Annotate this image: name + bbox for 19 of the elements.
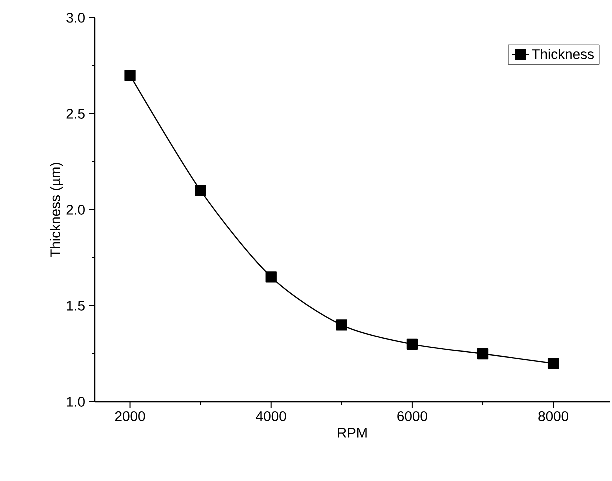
- point: [548, 358, 560, 370]
- y-tick-label: 1.5: [67, 301, 85, 311]
- x-tick-label: 6000: [398, 411, 428, 422]
- point: [266, 272, 277, 283]
- x-tick-label: 8000: [538, 411, 569, 422]
- x-tick-label: 2000: [115, 411, 146, 422]
- y-tick-label: 1.0: [67, 397, 85, 407]
- y-tick-label: 2.0: [66, 205, 85, 215]
- point: [336, 320, 348, 331]
- y-tick-label: 3.0: [66, 13, 85, 23]
- legend-label: Thickness: [532, 49, 594, 60]
- point: [477, 348, 489, 360]
- point: [124, 70, 136, 82]
- point: [406, 338, 418, 350]
- x-tick-label: 4000: [256, 411, 286, 422]
- y-axis-title: Thickness (µm): [50, 163, 64, 258]
- point: [195, 185, 206, 196]
- x-axis-title: RPM: [338, 428, 367, 438]
- y-tick-label: 2.5: [66, 109, 85, 119]
